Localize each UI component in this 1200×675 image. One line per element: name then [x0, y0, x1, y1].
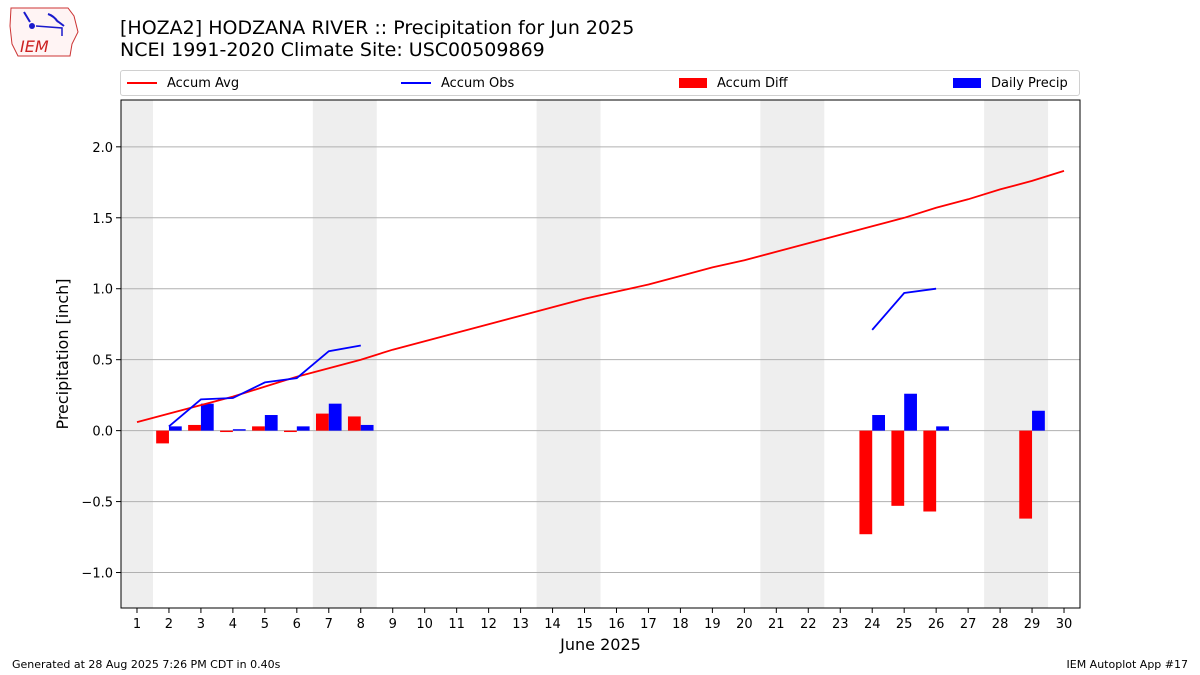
- daily-precip-bar: [200, 403, 214, 431]
- x-axis-ticks: 1 2 3 4 5 6 7 8 9 10 11 12 13 14 15 16 17 18 19 20 21 22 23 24 2…: [133, 608, 1072, 632]
- daily-precip-bar: [264, 415, 278, 431]
- x-tick-label: 22: [800, 617, 817, 632]
- x-tick-label: 26: [928, 617, 945, 632]
- weekend-band-1: [312, 100, 377, 608]
- x-tick-label: 29: [1024, 617, 1041, 632]
- x-tick-label: 3: [197, 617, 205, 632]
- legend-swatch-accum-diff: [679, 78, 707, 88]
- x-tick-label: 10: [416, 617, 433, 632]
- x-tick-label: 18: [672, 617, 689, 632]
- accum-diff-bar: [220, 430, 233, 433]
- x-tick-label: 9: [389, 617, 397, 632]
- x-tick-label: 1: [133, 617, 141, 632]
- y-tick-label: 0.5: [92, 354, 113, 369]
- legend-label-accum-obs: Accum Obs: [441, 75, 515, 91]
- accum-diff-bar: [859, 430, 873, 535]
- iem-logo-graphic: IEM: [9, 7, 79, 57]
- accum-diff-bar: [188, 424, 201, 431]
- accum-diff-bar: [923, 430, 937, 512]
- iem-logo: IEM: [8, 6, 80, 58]
- legend-item-accum-avg: Accum Avg: [127, 71, 239, 95]
- y-tick-label: 1.5: [92, 212, 113, 227]
- x-tick-label: 14: [544, 617, 561, 632]
- daily-precip-bar: [1032, 410, 1045, 431]
- y-tick-label: −1.0: [81, 567, 113, 582]
- footer-generated: Generated at 28 Aug 2025 7:26 PM CDT in …: [12, 658, 281, 671]
- x-tick-label: 13: [512, 617, 529, 632]
- accum-diff-bar: [284, 430, 297, 433]
- x-tick-label: 17: [640, 617, 657, 632]
- x-tick-label: 8: [357, 617, 365, 632]
- daily-precip-bar: [168, 426, 182, 431]
- y-axis-label: Precipitation [inch]: [53, 278, 72, 429]
- x-tick-label: 5: [261, 617, 269, 632]
- legend-item-accum-diff: Accum Diff: [679, 71, 788, 95]
- logo-text: IEM: [20, 37, 49, 56]
- weekend-band-4: [984, 100, 1049, 608]
- title-line-2: NCEI 1991-2020 Climate Site: USC00509869: [120, 39, 545, 61]
- daily-precip-bar: [936, 426, 949, 431]
- x-tick-label: 30: [1056, 617, 1073, 632]
- x-tick-label: 27: [960, 617, 977, 632]
- accum-diff-bar: [156, 430, 169, 444]
- x-tick-label: 25: [896, 617, 913, 632]
- legend-swatch-accum-obs: [401, 82, 431, 84]
- weekend-band-2: [536, 100, 601, 608]
- y-tick-label: −0.5: [81, 496, 113, 511]
- legend-label-accum-avg: Accum Avg: [167, 75, 240, 91]
- y-tick-label: 1.0: [92, 283, 113, 298]
- x-tick-label: 19: [704, 617, 721, 632]
- weekend-bands: [121, 100, 1049, 608]
- legend-label-accum-diff: Accum Diff: [717, 75, 788, 91]
- legend-label-daily-precip: Daily Precip: [991, 75, 1068, 91]
- accum-diff-bar: [315, 413, 329, 431]
- footer-app: IEM Autoplot App #17: [1066, 658, 1189, 671]
- x-tick-label: 16: [608, 617, 625, 632]
- accum-diff-bar: [891, 430, 905, 506]
- y-tick-label: 0.0: [92, 425, 113, 440]
- chart-title: [HOZA2] HODZANA RIVER :: Precipitation f…: [120, 17, 634, 61]
- accum-obs-line: [168, 344, 361, 428]
- daily-precip-bar: [296, 426, 310, 431]
- title-line-1: [HOZA2] HODZANA RIVER :: Precipitation f…: [120, 17, 635, 39]
- accum-diff-bar: [252, 426, 265, 431]
- bar-marks: [156, 393, 1045, 535]
- weekend-band-0: [121, 100, 153, 608]
- plot-frame: [120, 99, 1081, 609]
- x-tick-label: 28: [992, 617, 1009, 632]
- x-tick-label: 24: [864, 617, 881, 632]
- accum-obs-line: [871, 287, 937, 331]
- weekend-band-3: [760, 100, 825, 608]
- y-axis-ticks: −1.0 −0.5 0.0 0.5 1.0 1.5 2.0: [81, 141, 121, 582]
- legend-item-accum-obs: Accum Obs: [401, 71, 514, 95]
- x-tick-label: 23: [832, 617, 849, 632]
- legend-swatch-accum-avg: [127, 82, 157, 84]
- line-marks: [136, 170, 1065, 428]
- x-tick-label: 7: [325, 617, 333, 632]
- chart-legend: Accum Avg Accum Obs Accum Diff Daily Pre…: [120, 70, 1080, 96]
- daily-precip-bar: [360, 424, 374, 431]
- y-tick-label: 2.0: [92, 141, 113, 156]
- daily-precip-bar: [232, 429, 246, 431]
- legend-item-daily-precip: Daily Precip: [953, 71, 1068, 95]
- daily-precip-bar: [872, 415, 886, 431]
- x-axis-label: June 2025: [559, 635, 641, 654]
- x-tick-label: 2: [165, 617, 173, 632]
- accum-diff-bar: [347, 416, 361, 431]
- daily-precip-bar: [328, 403, 342, 431]
- legend-swatch-daily-precip: [953, 78, 981, 88]
- x-tick-label: 20: [736, 617, 753, 632]
- x-tick-label: 11: [448, 617, 465, 632]
- x-tick-label: 21: [768, 617, 785, 632]
- accum-diff-bar: [1019, 430, 1033, 519]
- daily-precip-bar: [904, 393, 917, 431]
- x-tick-label: 15: [576, 617, 593, 632]
- x-tick-label: 6: [293, 617, 301, 632]
- grid-lines: [121, 146, 1080, 574]
- x-tick-label: 4: [229, 617, 237, 632]
- x-tick-label: 12: [480, 617, 497, 632]
